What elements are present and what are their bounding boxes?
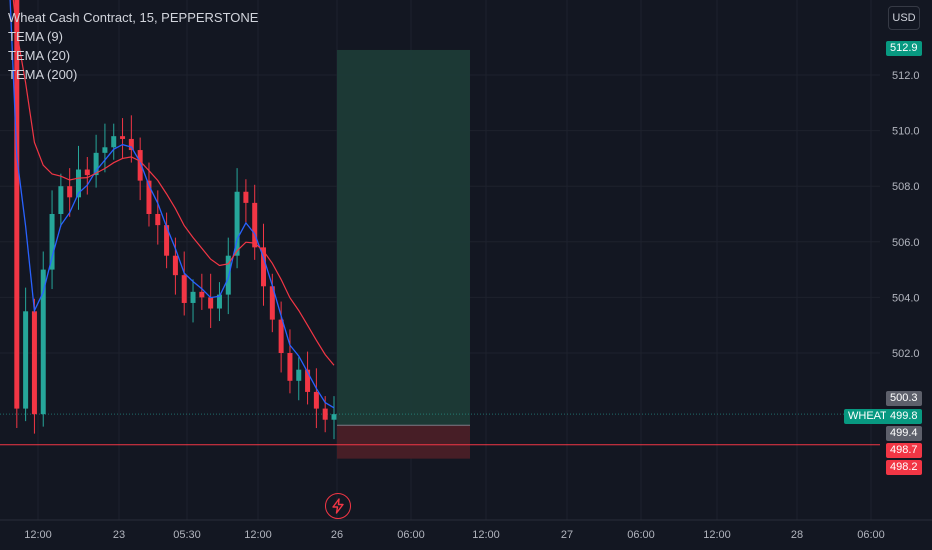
candle-body bbox=[208, 297, 214, 309]
candles bbox=[14, 0, 337, 440]
time-tick-label: 12:00 bbox=[703, 529, 731, 541]
tema-9-line bbox=[9, 0, 335, 409]
candle-body bbox=[58, 186, 64, 214]
time-tick-label: 27 bbox=[561, 529, 573, 541]
candle-body bbox=[234, 191, 240, 256]
candle-body bbox=[120, 136, 126, 139]
candle-body bbox=[261, 247, 267, 287]
time-tick-label: 12:00 bbox=[472, 529, 500, 541]
candle-body bbox=[75, 169, 81, 198]
flash-icon[interactable] bbox=[325, 493, 351, 519]
candle-body bbox=[31, 311, 37, 415]
symbol-title[interactable]: Wheat Cash Contract, 15, PEPPERSTONE bbox=[8, 10, 259, 25]
candle-body bbox=[164, 225, 170, 256]
candle-body bbox=[296, 369, 302, 381]
time-tick-label: 06:00 bbox=[857, 529, 885, 541]
candle-body bbox=[93, 152, 99, 176]
candle-body bbox=[111, 136, 117, 148]
candle-body bbox=[322, 408, 328, 420]
candle-body bbox=[278, 319, 284, 353]
symbol-tag: WHEAT bbox=[844, 409, 891, 424]
stop-zone bbox=[337, 425, 470, 459]
price-tick-label: 502.0 bbox=[892, 348, 920, 360]
time-tick-label: 06:00 bbox=[397, 529, 425, 541]
candle-body bbox=[199, 291, 205, 298]
candle-body bbox=[128, 138, 134, 151]
target-price-tag: 512.9 bbox=[886, 41, 922, 56]
candle-body bbox=[49, 214, 55, 270]
upper-price-tag: 500.3 bbox=[886, 391, 922, 406]
candle-body bbox=[172, 255, 178, 276]
tema-200-line bbox=[12, 0, 335, 366]
time-tick-label: 23 bbox=[113, 529, 125, 541]
price-tick-label: 508.0 bbox=[892, 181, 920, 193]
candle-body bbox=[287, 353, 293, 381]
candle-body bbox=[243, 191, 249, 203]
candle-body bbox=[23, 311, 29, 409]
candle-body bbox=[252, 202, 258, 248]
entry-price-tag: 499.4 bbox=[886, 426, 922, 441]
candle-body bbox=[137, 150, 143, 181]
price-axis[interactable]: 502.0 504.0 506.0 508.0 510.0 512.0 bbox=[892, 70, 920, 360]
time-tick-label: 05:30 bbox=[173, 529, 201, 541]
candle-body bbox=[269, 286, 275, 320]
legend-tema-20[interactable]: TEMA (20) bbox=[8, 48, 71, 63]
last-price-tag: 499.8 bbox=[886, 409, 922, 424]
time-tick-label: 28 bbox=[791, 529, 803, 541]
candle-body bbox=[67, 186, 73, 198]
price-tick-label: 510.0 bbox=[892, 126, 920, 138]
horizontal-lines bbox=[0, 413, 880, 446]
time-tick-label: 12:00 bbox=[24, 529, 52, 541]
candle-body bbox=[313, 391, 319, 409]
candle-body bbox=[84, 169, 90, 176]
candle-body bbox=[14, 0, 20, 409]
legend-tema-200[interactable]: TEMA (200) bbox=[8, 67, 78, 82]
legend-tema-9[interactable]: TEMA (9) bbox=[8, 29, 63, 44]
price-tick-label: 504.0 bbox=[892, 292, 920, 304]
candle-body bbox=[155, 214, 161, 226]
candle-body bbox=[305, 369, 311, 392]
low-price-tag: 498.2 bbox=[886, 460, 922, 475]
candle-body bbox=[225, 255, 231, 295]
candle-body bbox=[331, 414, 337, 420]
candle-body bbox=[40, 269, 46, 415]
time-tick-label: 12:00 bbox=[244, 529, 272, 541]
stop-price-tag: 498.7 bbox=[886, 443, 922, 458]
currency-button[interactable]: USD bbox=[888, 6, 920, 30]
indicator-lines bbox=[9, 0, 335, 409]
price-tick-label: 506.0 bbox=[892, 237, 920, 249]
candle-body bbox=[102, 147, 108, 153]
price-tick-label: 512.0 bbox=[892, 70, 920, 82]
time-tick-label: 06:00 bbox=[627, 529, 655, 541]
candle-body bbox=[216, 294, 222, 309]
profit-zone bbox=[337, 49, 470, 426]
time-axis[interactable]: 12:00 23 05:30 12:00 26 06:00 12:00 27 06:00 12:0… bbox=[24, 529, 885, 541]
position-zones bbox=[337, 49, 470, 459]
candle-body bbox=[190, 291, 196, 303]
chart-legend: Wheat Cash Contract, 15, PEPPERSTONE TEM… bbox=[8, 8, 258, 84]
candle-body bbox=[146, 180, 152, 214]
candle-body bbox=[181, 275, 187, 303]
time-tick-label: 26 bbox=[331, 529, 343, 541]
lightning-icon bbox=[332, 498, 344, 514]
